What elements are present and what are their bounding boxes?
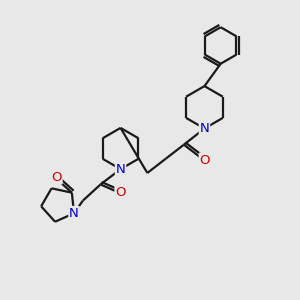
Text: N: N: [200, 122, 209, 135]
Text: O: O: [200, 154, 210, 166]
Text: O: O: [51, 170, 62, 184]
Text: N: N: [116, 163, 125, 176]
Text: N: N: [69, 207, 79, 220]
Text: O: O: [115, 186, 126, 199]
